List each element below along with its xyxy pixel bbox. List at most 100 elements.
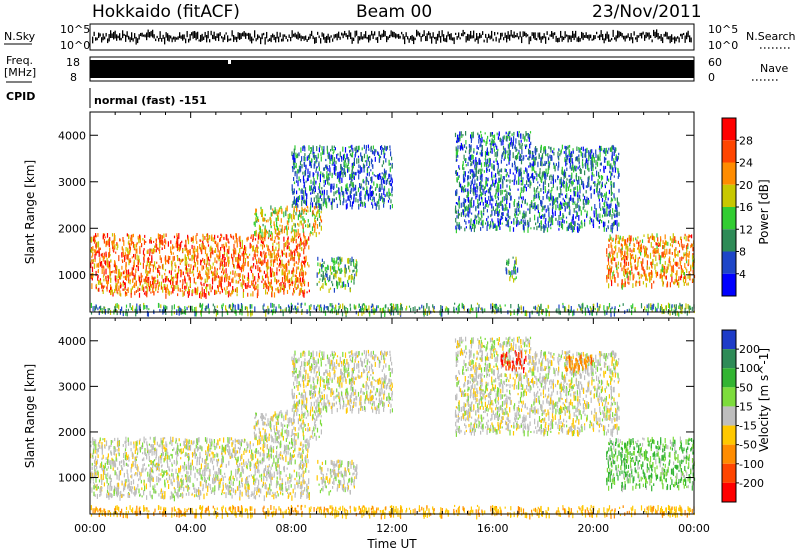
nsky-sample [527, 34, 529, 37]
power-cell [608, 239, 610, 242]
power-cell [360, 199, 362, 204]
power-cell [194, 246, 196, 250]
power-cell [463, 171, 465, 176]
power-cell [551, 216, 553, 222]
power-cell [351, 179, 353, 182]
power-cell [576, 146, 578, 151]
power-cell [312, 231, 314, 236]
power-cell [576, 179, 579, 185]
power-cell [599, 151, 601, 158]
power-cell [116, 265, 118, 270]
power-cell [652, 258, 654, 264]
nsky-sample [549, 34, 551, 37]
power-cell [291, 225, 293, 229]
power-cell [471, 154, 473, 158]
power-cell [456, 221, 458, 227]
power-cell [314, 217, 316, 223]
power-cell [665, 241, 668, 246]
power-cell [599, 218, 601, 221]
power-cell [670, 274, 672, 277]
nsky-sample [522, 31, 524, 37]
power-cell [317, 272, 319, 275]
power-cell [333, 266, 335, 272]
power-cell [265, 228, 267, 234]
nsky-sample [308, 36, 310, 41]
nsky-sample [297, 31, 299, 40]
power-cell [481, 136, 483, 143]
power-cell [558, 161, 560, 168]
power-cell [353, 157, 355, 163]
power-cell [255, 217, 257, 222]
power-cell [611, 253, 614, 256]
power-cell [522, 177, 524, 180]
power-cell [492, 139, 494, 145]
power-cell [494, 210, 496, 216]
power-cell [117, 292, 119, 295]
power-cell [685, 256, 687, 261]
power-cell [290, 231, 292, 234]
power-cell [286, 205, 288, 212]
power-cell [686, 283, 688, 286]
power-cell [457, 149, 459, 152]
power-cell [144, 234, 146, 238]
power-cell [608, 220, 610, 224]
power-cell [518, 176, 520, 180]
power-cell [529, 131, 532, 134]
power-cell [489, 191, 491, 195]
power-cell [514, 174, 516, 180]
power-cell [386, 192, 388, 197]
power-cell [314, 155, 316, 159]
power-cell [138, 255, 140, 259]
power-cell [385, 158, 387, 163]
power-cell [299, 220, 301, 224]
power-cell [160, 257, 162, 264]
nsky-sample [210, 30, 212, 36]
power-cell [456, 140, 458, 143]
nsky-sample [129, 37, 131, 43]
power-cell [206, 233, 209, 236]
power-cell [309, 171, 311, 176]
power-cell [461, 185, 463, 191]
nsky-sample [167, 33, 169, 41]
power-cell [660, 236, 662, 240]
power-cell [569, 150, 571, 156]
power-cell [138, 258, 140, 262]
power-cell [657, 237, 659, 242]
power-cell [483, 212, 485, 216]
power-cell [469, 207, 471, 214]
power-cell [331, 174, 333, 179]
nsky-sample [461, 33, 463, 37]
power-cell [605, 150, 607, 157]
nsky-sample [344, 30, 346, 36]
power-cell [183, 290, 185, 296]
power-cell [562, 181, 564, 186]
power-cell [243, 280, 245, 284]
power-cell [556, 200, 559, 204]
power-cell [159, 272, 161, 276]
power-cell [368, 171, 370, 177]
power-cell [304, 246, 306, 250]
power-cell [310, 161, 312, 166]
power-cell [480, 153, 482, 157]
power-cell [598, 156, 600, 160]
power-cell [487, 223, 489, 227]
power-cell [540, 200, 542, 205]
power-cell [506, 163, 508, 166]
power-cell [216, 272, 218, 275]
power-cell [112, 246, 114, 252]
power-cell [529, 152, 531, 159]
power-cell [319, 278, 321, 281]
power-cell [295, 287, 297, 290]
power-cell [680, 265, 682, 269]
power-cell [575, 216, 577, 219]
nsky-sample [105, 32, 107, 37]
power-cell [340, 285, 342, 289]
power-cell [331, 172, 333, 176]
nsky-sample [296, 34, 298, 39]
power-cell [265, 219, 267, 223]
power-cell [137, 288, 139, 292]
power-cell [300, 165, 302, 172]
power-cell [292, 229, 294, 232]
power-cell [184, 275, 186, 282]
nsky-sample [360, 32, 362, 40]
